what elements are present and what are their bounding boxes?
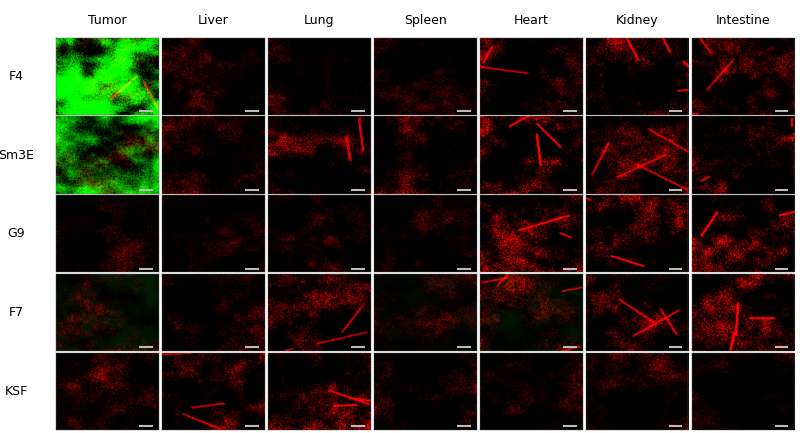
Text: Intestine: Intestine [716, 14, 770, 27]
Text: Liver: Liver [198, 14, 229, 27]
Text: Tumor: Tumor [88, 14, 126, 27]
Text: G9: G9 [7, 227, 25, 240]
Text: Sm3E: Sm3E [0, 149, 34, 162]
Text: KSF: KSF [5, 385, 28, 398]
Text: Heart: Heart [514, 14, 549, 27]
Text: Spleen: Spleen [404, 14, 446, 27]
Text: F7: F7 [9, 306, 24, 319]
Text: F4: F4 [9, 70, 24, 83]
Text: Lung: Lung [304, 14, 334, 27]
Text: Kidney: Kidney [616, 14, 658, 27]
